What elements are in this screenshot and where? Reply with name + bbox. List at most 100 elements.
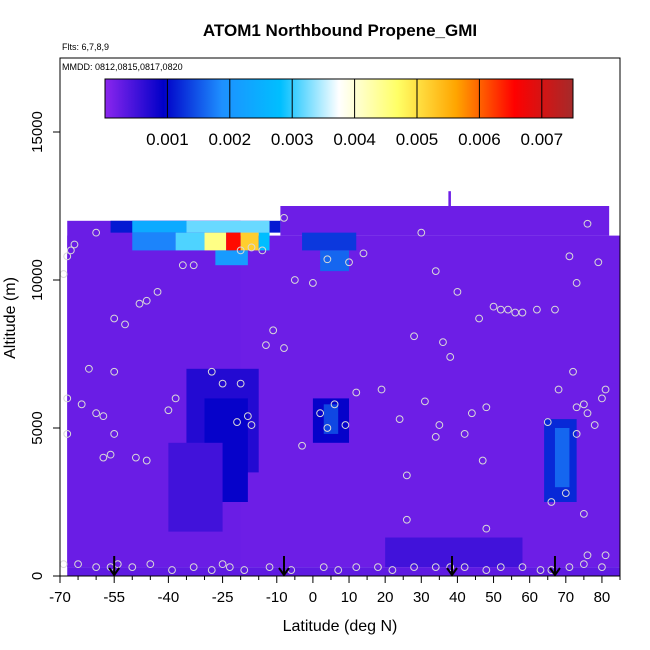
sample-points — [59, 213, 610, 574]
sample-point — [533, 305, 541, 314]
sample-point — [554, 385, 563, 394]
down-arrow-icon — [278, 556, 290, 577]
sample-point — [258, 246, 267, 255]
heatmap-cell — [204, 232, 227, 251]
sample-point — [207, 566, 216, 574]
sample-point — [243, 412, 252, 421]
sample-point — [334, 566, 343, 574]
sample-point — [323, 424, 332, 432]
sample-point — [598, 563, 606, 572]
sample-point — [74, 560, 82, 569]
x-tick-label: 30 — [413, 589, 430, 606]
sample-point — [207, 367, 216, 376]
sample-point — [388, 566, 397, 574]
sample-point — [171, 394, 180, 403]
sample-point — [569, 367, 577, 376]
y-tick-label: 15000 — [29, 111, 46, 153]
sample-point — [189, 563, 198, 572]
heatmap-cell — [186, 220, 270, 233]
sample-point — [309, 279, 317, 287]
sample-point — [218, 560, 227, 569]
plot-area — [67, 191, 620, 576]
heatmap-cell — [132, 232, 176, 251]
sample-point — [377, 385, 386, 394]
sample-point — [66, 246, 75, 255]
sample-point — [446, 353, 455, 361]
sample-point — [128, 563, 137, 572]
sample-point — [594, 258, 603, 267]
sample-point — [92, 563, 101, 572]
sample-point — [395, 415, 404, 424]
sample-point — [496, 563, 505, 572]
sample-point — [482, 403, 491, 412]
down-arrow-icon — [108, 556, 121, 577]
sample-point — [478, 456, 487, 465]
sample-point — [236, 379, 245, 388]
chart-title: ATOM1 Northbound Propene_GMI — [203, 21, 477, 40]
colorbar-tick-label: 0.002 — [209, 130, 252, 149]
sample-point — [247, 421, 256, 429]
sample-point — [572, 403, 581, 412]
heatmap-cell — [302, 232, 357, 251]
heatmap-cell — [132, 220, 187, 233]
down-arrow-icon — [446, 556, 458, 577]
colorbar-tick-label: 0.007 — [521, 130, 564, 149]
sample-point — [579, 400, 588, 409]
sample-point — [482, 566, 491, 574]
sample-point — [298, 441, 306, 450]
sample-point — [543, 418, 552, 426]
sample-point — [359, 249, 368, 258]
sample-point — [467, 409, 476, 418]
x-tick-label: 80 — [594, 589, 611, 606]
sample-point — [265, 563, 274, 572]
sample-point — [178, 261, 187, 270]
heatmap-cell — [67, 567, 620, 576]
sample-point — [410, 563, 418, 572]
x-axis: -70 -55 -40 -25 -10 0 10 20 30 40 50 60 70 80 — [49, 576, 621, 606]
sample-point — [240, 566, 249, 574]
sample-point — [280, 344, 288, 352]
sample-point — [536, 566, 545, 574]
colorbar-tick-label: 0.006 — [458, 130, 501, 149]
sample-point — [236, 246, 245, 255]
sample-point — [280, 213, 288, 222]
sample-point — [106, 450, 115, 459]
sample-point — [247, 243, 256, 252]
heatmap-cell — [448, 191, 451, 206]
sample-point — [435, 421, 444, 429]
heatmap-cell — [323, 404, 339, 434]
colorbar-tick-label: 0.003 — [271, 130, 314, 149]
x-tick-label: 0 — [309, 589, 317, 606]
x-tick-label: -70 — [49, 589, 71, 606]
x-tick-label: -40 — [158, 589, 180, 606]
sample-point — [168, 566, 176, 574]
sample-point — [330, 400, 339, 409]
sample-point — [99, 412, 108, 421]
sample-point — [417, 228, 426, 237]
sample-point — [579, 509, 588, 518]
x-axis-label: Latitude (deg N) — [283, 618, 398, 635]
sample-point — [410, 332, 418, 341]
sample-point — [583, 551, 592, 560]
sample-point — [601, 385, 610, 394]
x-tick-label: 70 — [557, 589, 574, 606]
sample-point — [121, 320, 129, 329]
sample-point — [233, 418, 241, 426]
sample-point — [561, 489, 570, 498]
sample-point — [77, 400, 86, 409]
sample-point — [598, 394, 606, 403]
sample-point — [579, 560, 588, 569]
colorbar-tick-label: 0.004 — [333, 130, 376, 149]
sample-point — [225, 563, 234, 572]
sample-point — [262, 341, 270, 350]
dates-note: MMDD: 0812,0815,0817,0820 — [62, 62, 183, 72]
y-axis-label: Altitude (m) — [2, 277, 19, 359]
sample-point — [290, 276, 299, 284]
x-tick-label: -25 — [212, 589, 234, 606]
sample-point — [572, 430, 581, 438]
sample-point — [421, 397, 429, 406]
sample-point — [110, 430, 119, 438]
sample-point — [153, 287, 162, 296]
colorbar: 0.001 0.002 0.003 0.004 0.005 0.006 0.007 — [104, 78, 574, 149]
